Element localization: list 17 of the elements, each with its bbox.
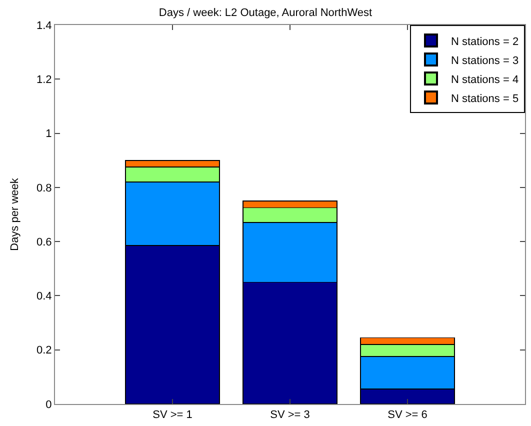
y-tick-label: 0 <box>46 398 52 411</box>
legend-label: N stations = 5 <box>451 92 519 105</box>
y-tick-label: 1.2 <box>36 74 52 86</box>
y-tick-label: 0.4 <box>36 290 52 303</box>
legend-label: N stations = 3 <box>451 54 519 67</box>
y-tick-label: 0.8 <box>36 182 52 194</box>
y-tick-label: 0.2 <box>36 344 52 357</box>
legend-label: N stations = 2 <box>451 36 519 48</box>
x-tick-label: SV >= 3 <box>270 409 310 422</box>
y-axis-title: Days per week <box>9 178 22 251</box>
y-tick-label: 1.4 <box>36 20 52 32</box>
y-tick-label: 1 <box>46 128 52 140</box>
chart-title: Days / week: L2 Outage, Auroral NorthWest <box>158 7 372 20</box>
x-tick-label: SV >= 1 <box>152 409 192 422</box>
y-tick-label: 0.6 <box>36 236 52 248</box>
legend-label: N stations = 4 <box>451 74 519 86</box>
x-tick-label: SV >= 6 <box>388 409 428 422</box>
